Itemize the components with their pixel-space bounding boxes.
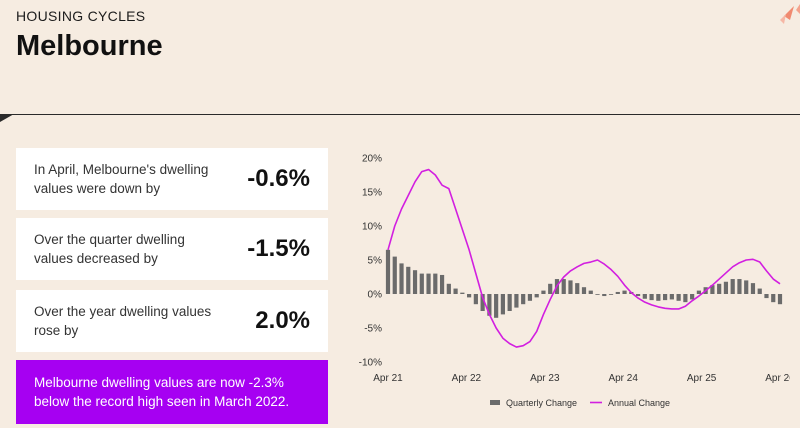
header-divider-tick bbox=[0, 114, 14, 122]
legend-swatch-quarterly bbox=[490, 400, 500, 405]
quarterly-change-bar bbox=[744, 280, 749, 294]
quarterly-change-bar bbox=[642, 294, 647, 299]
quarterly-change-bar bbox=[615, 291, 620, 294]
page-eyebrow: HOUSING CYCLES bbox=[16, 8, 146, 24]
x-tick-label: Apr 24 bbox=[608, 373, 638, 384]
quarterly-change-bar bbox=[663, 294, 668, 301]
quarterly-change-bar bbox=[439, 274, 445, 294]
quarterly-change-bar bbox=[521, 294, 526, 305]
quarterly-change-bar bbox=[487, 294, 492, 316]
y-tick-label: -10% bbox=[359, 358, 382, 369]
quarterly-change-bar bbox=[656, 294, 661, 301]
quarterly-change-bar bbox=[541, 290, 546, 294]
housing-cycle-chart: 20% 15% 10% 5% 0% -5% -10% Apr 21 Apr 22 Apr 23 Ap… bbox=[359, 154, 790, 409]
x-tick-label: Apr 25 bbox=[687, 373, 717, 384]
quarterly-change-bar bbox=[676, 294, 681, 301]
quarterly-change-bar bbox=[683, 294, 688, 303]
quarterly-change-bar bbox=[764, 294, 769, 299]
quarterly-change-bar bbox=[446, 283, 451, 294]
x-tick-label: Apr 21 bbox=[373, 373, 403, 384]
quarterly-change-bar bbox=[635, 294, 641, 297]
legend-label-annual: Annual Change bbox=[608, 398, 670, 408]
quarterly-change-bar bbox=[757, 288, 762, 294]
quarterly-change-bar bbox=[649, 294, 654, 301]
quarterly-change-bar bbox=[750, 283, 756, 294]
x-tick-label: Apr 23 bbox=[530, 373, 560, 384]
header-divider bbox=[0, 114, 800, 115]
quarterly-change-bar bbox=[392, 256, 397, 294]
quarterly-change-bar bbox=[588, 290, 593, 294]
quarterly-change-bar bbox=[473, 294, 478, 305]
quarterly-change-bar bbox=[534, 294, 539, 298]
annual-change-line bbox=[387, 168, 781, 348]
record-high-banner: Melbourne dwelling values are now -2.3% … bbox=[16, 360, 328, 424]
quarterly-change-bar bbox=[622, 290, 627, 294]
quarterly-change-bar bbox=[494, 294, 499, 318]
quarterly-change-bar bbox=[406, 266, 411, 294]
quarterly-change-bar bbox=[737, 279, 742, 294]
quarterly-change-bar bbox=[426, 273, 431, 294]
y-tick-label: 5% bbox=[368, 256, 383, 267]
x-tick-label: Apr 22 bbox=[452, 373, 482, 384]
quarterly-change-bar bbox=[669, 294, 674, 300]
stat-card-label: Over the quarter dwelling values decreas… bbox=[34, 232, 185, 266]
quarterly-change-bar bbox=[608, 294, 614, 295]
quarterly-change-bar bbox=[514, 294, 519, 308]
stat-card-label: In April, Melbourne's dwelling values we… bbox=[34, 162, 209, 196]
quarterly-change-bar bbox=[399, 263, 404, 294]
quarterly-change-bar bbox=[710, 285, 715, 294]
quarterly-change-bar bbox=[561, 279, 566, 294]
stat-card-quarterly: Over the quarter dwelling values decreas… bbox=[16, 218, 328, 280]
quarterly-change-bar bbox=[467, 294, 472, 298]
quarterly-change-bar bbox=[480, 294, 485, 311]
quarterly-change-bar bbox=[777, 294, 783, 305]
stat-card-annual: Over the year dwelling values rose by 2.… bbox=[16, 290, 328, 352]
x-tick-label: Apr 26 bbox=[765, 373, 790, 384]
quarterly-change-bar bbox=[717, 283, 722, 294]
quarterly-change-bar bbox=[568, 280, 573, 294]
quarterly-change-bar bbox=[696, 290, 701, 294]
quarterly-change-bar bbox=[602, 294, 607, 297]
quarterly-change-bar bbox=[419, 273, 424, 294]
y-tick-label: 10% bbox=[362, 222, 382, 233]
quarterly-change-bar bbox=[507, 294, 512, 311]
quarterly-change-bar bbox=[385, 249, 391, 294]
quarterly-change-bar bbox=[771, 294, 776, 303]
y-tick-label: -5% bbox=[364, 324, 382, 335]
stat-card-value: 2.0% bbox=[255, 307, 310, 334]
stat-card-value: -1.5% bbox=[247, 235, 310, 262]
stat-card-monthly: In April, Melbourne's dwelling values we… bbox=[16, 148, 328, 210]
quarterly-change-bar bbox=[453, 288, 458, 294]
quarterly-change-bar bbox=[575, 283, 580, 294]
decorative-sparks-icon bbox=[780, 4, 800, 24]
quarterly-change-bar bbox=[500, 294, 505, 315]
stat-card-value: -0.6% bbox=[247, 165, 310, 192]
quarterly-change-bar bbox=[690, 294, 695, 300]
quarterly-change-bar bbox=[527, 294, 533, 301]
y-tick-label: 15% bbox=[362, 188, 382, 199]
quarterly-change-bar bbox=[433, 273, 438, 294]
stat-card-label: Over the year dwelling values rose by bbox=[34, 304, 212, 338]
quarterly-change-bar bbox=[730, 279, 735, 294]
legend-label-quarterly: Quarterly Change bbox=[506, 398, 577, 408]
y-tick-label: 20% bbox=[362, 154, 382, 165]
quarterly-change-bar bbox=[548, 283, 553, 294]
quarterly-change-bar bbox=[460, 292, 465, 294]
y-tick-label: 0% bbox=[368, 290, 383, 301]
quarterly-change-bar bbox=[595, 294, 600, 295]
quarterly-change-bar bbox=[412, 270, 418, 294]
quarterly-change-bar bbox=[723, 281, 729, 294]
page-title: Melbourne bbox=[16, 30, 163, 62]
quarterly-change-bar bbox=[581, 287, 587, 294]
